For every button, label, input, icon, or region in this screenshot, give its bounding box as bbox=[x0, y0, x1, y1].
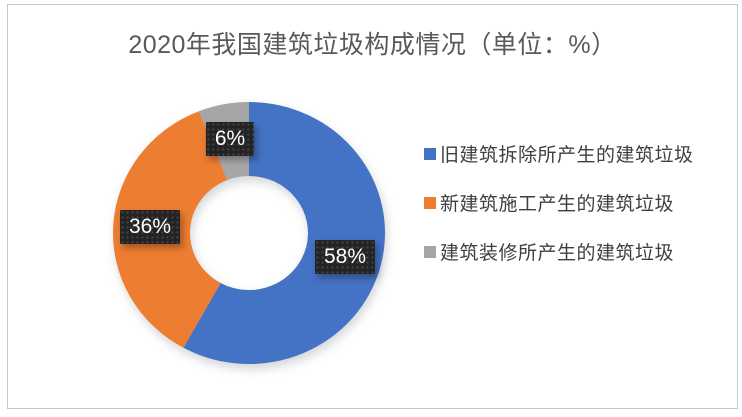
legend-item-1: 新建筑施工产生的建筑垃圾 bbox=[424, 191, 694, 215]
legend-label: 新建筑施工产生的建筑垃圾 bbox=[440, 194, 675, 215]
legend-marker-icon bbox=[424, 196, 436, 209]
legend-label: 建筑装修所产生的建筑垃圾 bbox=[440, 243, 675, 264]
chart-panel: 2020年我国建筑垃圾构成情况（单位：%） 58% 36% 6% 旧建筑拆除所产生的… bbox=[7, 4, 738, 409]
legend-item-2: 建筑装修所产生的建筑垃圾 bbox=[424, 240, 694, 264]
legend-label: 旧建筑拆除所产生的建筑垃圾 bbox=[440, 145, 694, 166]
legend-marker-icon bbox=[424, 147, 436, 160]
pie-slice-0 bbox=[183, 102, 385, 364]
legend-marker-icon bbox=[424, 245, 436, 258]
legend: 旧建筑拆除所产生的建筑垃圾 新建筑施工产生的建筑垃圾 建筑装修所产生的建筑垃圾 bbox=[424, 142, 694, 264]
chart-title: 2020年我国建筑垃圾构成情况（单位：%） bbox=[128, 31, 617, 59]
legend-item-0: 旧建筑拆除所产生的建筑垃圾 bbox=[424, 142, 694, 166]
